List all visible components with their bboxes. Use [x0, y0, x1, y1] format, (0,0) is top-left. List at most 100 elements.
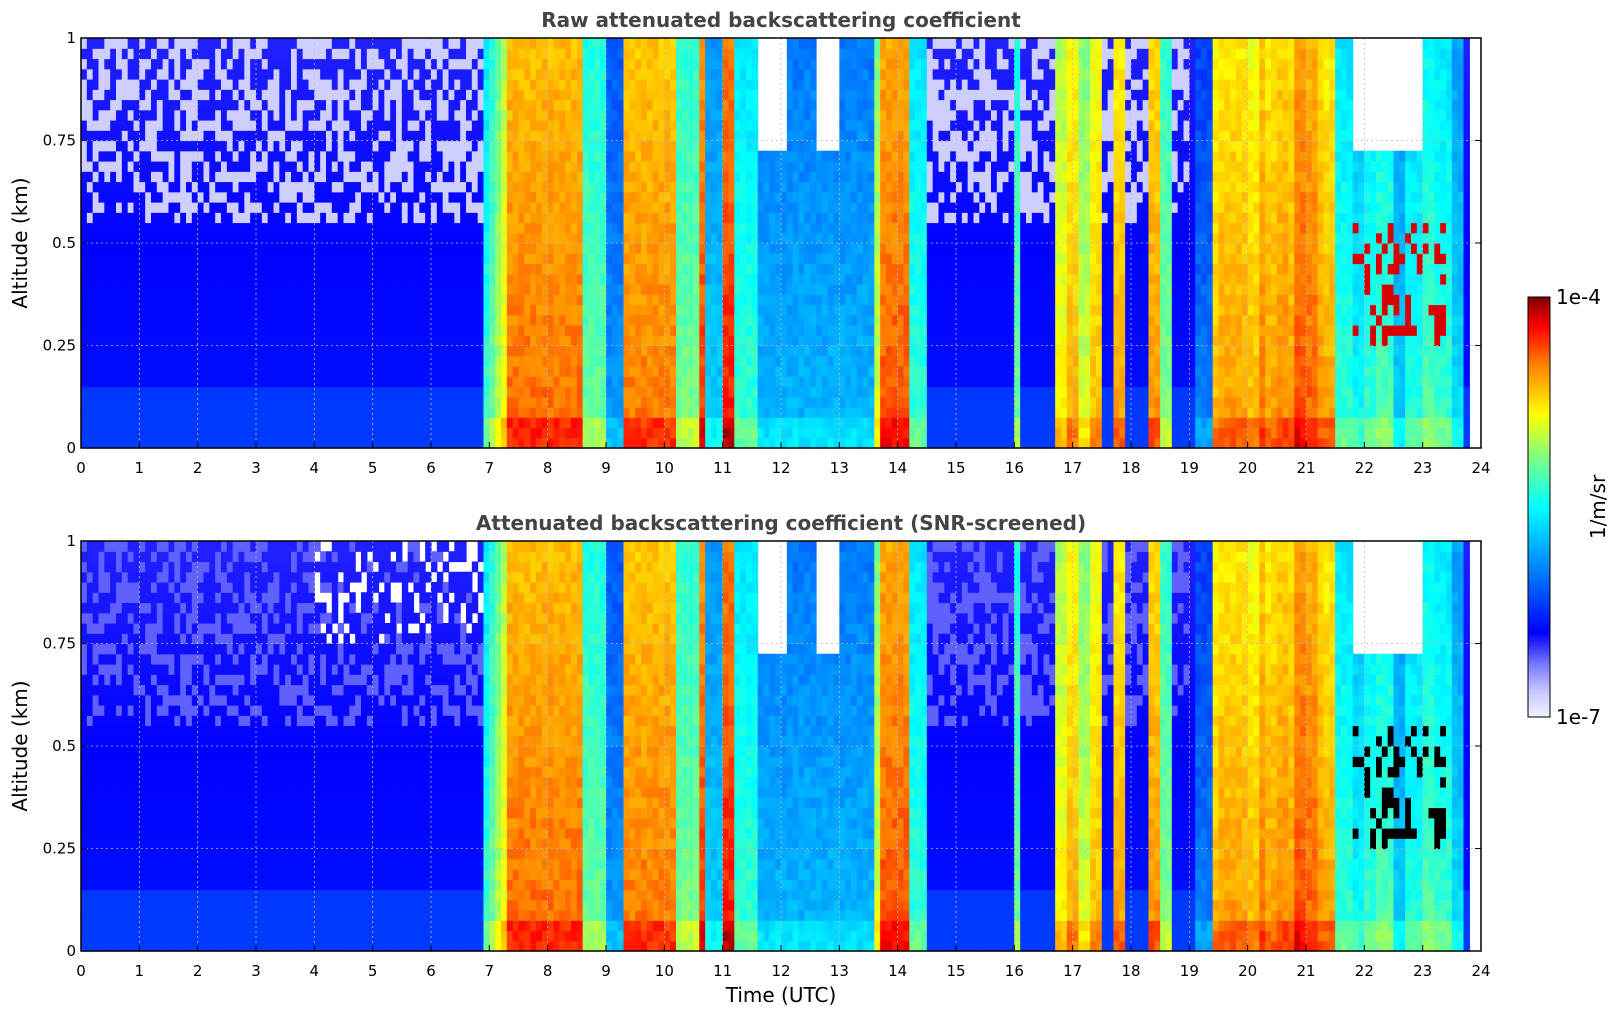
heat-cell	[635, 212, 642, 224]
heat-cell	[600, 263, 607, 275]
heat-cell	[466, 202, 473, 213]
heat-cell	[209, 253, 216, 265]
heat-cell	[250, 355, 257, 367]
heat-cell	[629, 263, 636, 275]
heat-cell	[501, 130, 508, 142]
heat-cell	[407, 181, 415, 193]
heat-cell	[582, 222, 590, 234]
heat-cell	[250, 314, 257, 326]
heat-cell	[378, 437, 385, 449]
heat-cell	[536, 263, 543, 275]
heat-cell	[442, 38, 450, 49]
heat-cell	[705, 232, 712, 244]
heat-cell	[746, 89, 753, 101]
heat-cell	[681, 396, 689, 408]
heat-cell	[646, 427, 654, 439]
heat-cell	[477, 232, 485, 244]
heat-cell	[168, 427, 175, 439]
heat-cell	[425, 386, 432, 398]
heat-cell	[326, 202, 333, 213]
heat-cell	[448, 212, 455, 224]
heat-cell	[337, 150, 345, 162]
heat-cell	[629, 58, 636, 70]
heat-cell	[536, 79, 543, 90]
heat-cell	[646, 79, 654, 90]
heat-cell	[705, 355, 712, 367]
heat-cell	[553, 120, 560, 131]
heat-cell	[547, 263, 555, 275]
heat-cell	[699, 150, 706, 162]
heat-cell	[98, 294, 105, 306]
heat-cell	[390, 396, 397, 408]
heat-cell	[221, 386, 228, 398]
heat-cell	[512, 437, 520, 449]
heat-cell	[466, 79, 473, 90]
heat-cell	[156, 191, 164, 203]
heat-cell	[471, 345, 479, 357]
heat-cell	[221, 161, 228, 172]
heat-cell	[191, 58, 199, 70]
heat-cell	[693, 191, 700, 203]
heat-cell	[86, 396, 94, 408]
heat-cell	[156, 366, 164, 377]
heat-cell	[104, 120, 111, 131]
heat-cell	[104, 263, 111, 275]
heat-cell	[320, 79, 327, 90]
heat-cell	[267, 232, 275, 244]
heat-cell	[722, 366, 730, 377]
heat-cell	[798, 314, 805, 326]
heat-cell	[343, 243, 350, 254]
heat-cell	[611, 284, 619, 295]
heat-cell	[734, 355, 741, 367]
heat-cell	[716, 314, 724, 326]
heat-cell	[635, 304, 642, 316]
heat-cell	[582, 284, 590, 295]
heat-cell	[769, 427, 776, 439]
heat-cell	[466, 181, 473, 193]
heat-cell	[576, 355, 584, 367]
heat-cell	[594, 304, 601, 316]
heat-cell	[448, 109, 455, 121]
heat-cell	[127, 89, 135, 101]
heat-cell	[541, 161, 549, 172]
heat-cell	[419, 243, 426, 254]
heat-cell	[261, 407, 269, 418]
heat-cell	[495, 191, 502, 203]
heat-cell	[273, 89, 280, 101]
heat-cell	[361, 325, 368, 336]
heat-cell	[413, 314, 420, 326]
heat-cell	[489, 212, 496, 224]
heat-cell	[151, 253, 158, 265]
heat-cell	[652, 314, 660, 326]
heat-cell	[355, 253, 362, 265]
heat-cell	[734, 273, 741, 285]
heat-cell	[751, 181, 759, 193]
heat-cell	[145, 171, 152, 183]
heat-cell	[221, 202, 228, 213]
heat-cell	[600, 161, 607, 172]
heat-cell	[518, 437, 525, 449]
heat-cell	[197, 202, 205, 213]
heat-cell	[302, 253, 310, 265]
heat-cell	[215, 212, 222, 224]
heat-cell	[256, 202, 263, 213]
heat-cell	[232, 366, 240, 377]
heat-cell	[267, 325, 275, 336]
heat-cell	[407, 335, 415, 347]
heat-cell	[804, 304, 811, 316]
heat-cell	[559, 89, 566, 101]
heat-cell	[250, 120, 257, 131]
heat-cell	[804, 222, 811, 234]
heat-cell	[273, 345, 280, 357]
heat-cell	[781, 314, 788, 326]
heat-cell	[751, 376, 759, 388]
heat-cell	[81, 345, 88, 357]
heat-cell	[798, 325, 805, 336]
heat-cell	[536, 202, 543, 213]
heat-cell	[664, 243, 671, 254]
heat-cell	[92, 304, 100, 316]
heat-cell	[635, 325, 642, 336]
heat-cell	[676, 396, 683, 408]
heat-cell	[425, 396, 432, 408]
heat-cell	[775, 232, 782, 244]
